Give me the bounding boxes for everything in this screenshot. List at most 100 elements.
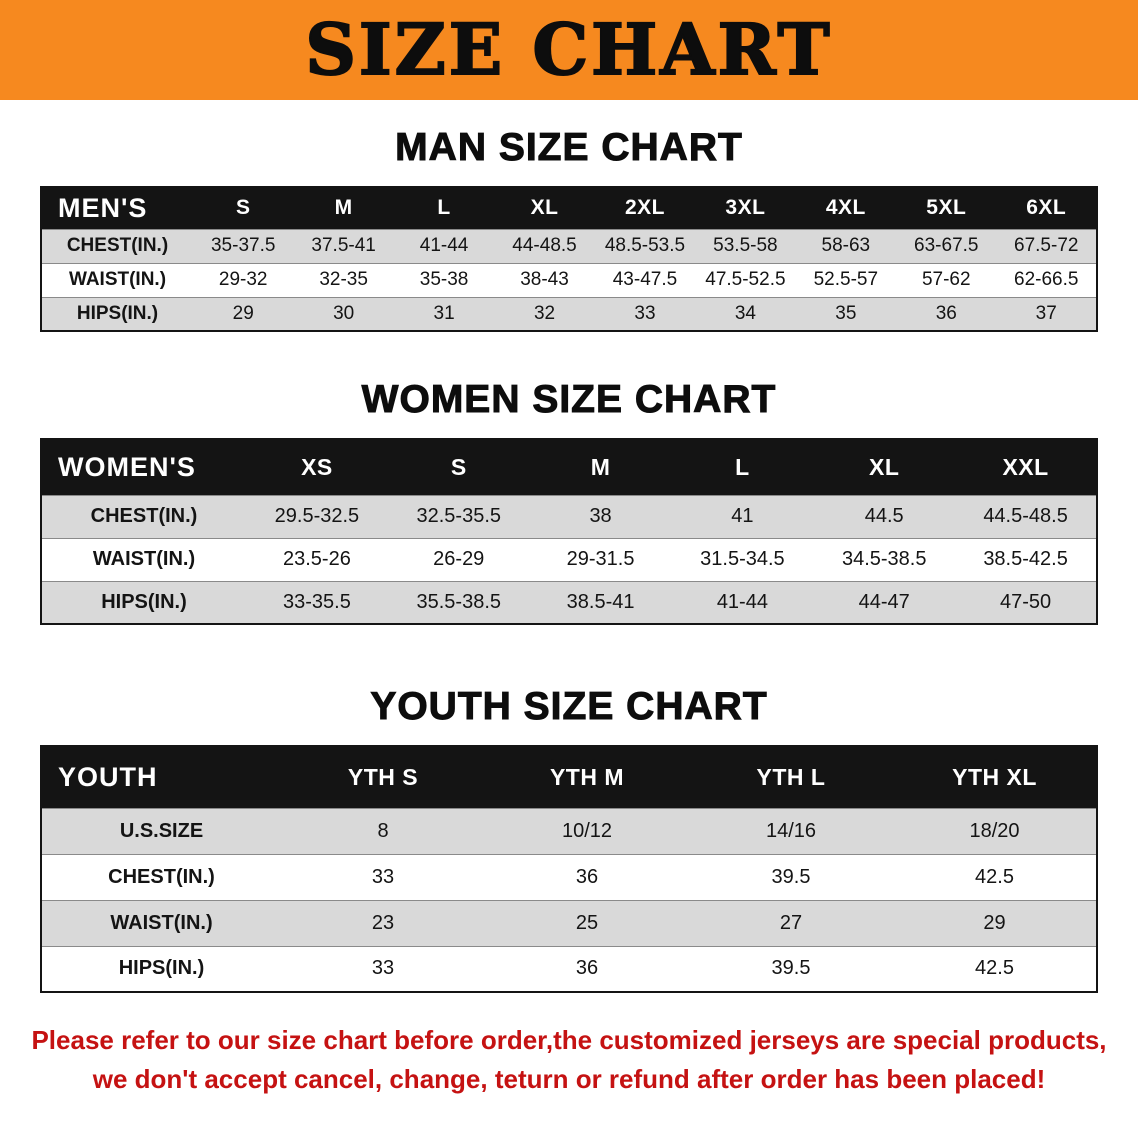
size-cell: 33-35.5 [246,580,388,624]
size-cell: 35.5-38.5 [387,580,530,624]
size-cell: 42.5 [893,853,1097,900]
disclaimer-note: Please refer to our size chart before or… [0,1021,1138,1113]
column-header-cell: XXL [955,439,1097,495]
column-header-cell: XL [494,187,595,229]
size-cell: 32-35 [293,262,394,297]
column-header-cell: M [293,187,394,229]
table-row: HIPS(IN.) 33 36 39.5 42.5 [41,945,1097,992]
heading-women-size-chart: WOMEN SIZE CHART [361,378,777,422]
size-cell: 34 [695,296,796,331]
column-header-cell: 5XL [896,187,997,229]
row-label-cell: CHEST(IN.) [41,853,281,900]
heading-youth-size-chart: YOUTH SIZE CHART [370,685,768,729]
size-cell: 39.5 [689,853,893,900]
row-label-cell: CHEST(IN.) [41,228,193,263]
size-cell: 42.5 [893,945,1097,992]
size-cell: 29 [193,296,294,331]
table-row: CHEST(IN.) 35-37.5 37.5-41 41-44 44-48.5… [41,228,1097,263]
row-label-cell: HIPS(IN.) [41,945,281,992]
banner: SIZE CHART [0,0,1138,100]
size-cell: 38.5-42.5 [955,537,1097,581]
row-label-cell: HIPS(IN.) [41,580,246,624]
size-cell: 10/12 [485,807,689,854]
column-header-cell: 3XL [695,187,796,229]
banner-title: SIZE CHART [304,8,833,91]
size-cell: 36 [485,945,689,992]
size-cell: 53.5-58 [695,228,796,263]
size-cell: 23.5-26 [246,537,388,581]
column-header-cell: 6XL [996,187,1097,229]
size-cell: 30 [293,296,394,331]
row-label-cell: WAIST(IN.) [41,899,281,946]
size-cell: 37 [996,296,1097,331]
size-cell: 33 [281,853,485,900]
size-cell: 52.5-57 [795,262,897,297]
size-cell: 41 [671,494,814,538]
size-cell: 39.5 [689,945,893,992]
table-row: CHEST(IN.) 29.5-32.5 32.5-35.5 38 41 44.… [41,494,1097,538]
column-header-cell: XL [813,439,956,495]
size-cell: 44.5 [813,494,956,538]
men-size-table: MEN'S S M L XL 2XL 3XL 4XL 5XL 6XL CHEST… [40,186,1098,332]
size-cell: 57-62 [896,262,997,297]
size-cell: 36 [896,296,997,331]
size-cell: 32.5-35.5 [387,494,530,538]
column-header-cell: L [393,187,495,229]
column-header-cell: YTH S [281,746,485,808]
table-row: CHEST(IN.) 33 36 39.5 42.5 [41,853,1097,900]
size-cell: 29 [893,899,1097,946]
row-label-cell: WAIST(IN.) [41,537,246,581]
table-row: WAIST(IN.) 23.5-26 26-29 29-31.5 31.5-34… [41,537,1097,581]
size-cell: 38-43 [494,262,595,297]
row-label-cell: HIPS(IN.) [41,296,193,331]
table-row: U.S.SIZE 8 10/12 14/16 18/20 [41,807,1097,854]
size-cell: 63-67.5 [896,228,997,263]
size-cell: 25 [485,899,689,946]
table-corner-label: WOMEN'S [41,439,246,495]
size-cell: 35 [795,296,897,331]
size-cell: 62-66.5 [996,262,1097,297]
size-cell: 33 [281,945,485,992]
size-cell: 44.5-48.5 [955,494,1097,538]
column-header-cell: L [671,439,814,495]
row-label-cell: WAIST(IN.) [41,262,193,297]
size-cell: 29-32 [193,262,294,297]
size-cell: 31 [393,296,495,331]
size-cell: 35-37.5 [193,228,294,263]
size-cell: 31.5-34.5 [671,537,814,581]
size-cell: 44-48.5 [494,228,595,263]
size-cell: 67.5-72 [996,228,1097,263]
size-cell: 38 [529,494,672,538]
column-header-cell: 4XL [795,187,897,229]
size-cell: 47-50 [955,580,1097,624]
size-cell: 47.5-52.5 [695,262,796,297]
column-header-cell: YTH L [689,746,893,808]
size-cell: 37.5-41 [293,228,394,263]
table-row: WAIST(IN.) 29-32 32-35 35-38 38-43 43-47… [41,262,1097,297]
size-cell: 29.5-32.5 [246,494,388,538]
size-cell: 14/16 [689,807,893,854]
size-cell: 27 [689,899,893,946]
table-row: HIPS(IN.) 33-35.5 35.5-38.5 38.5-41 41-4… [41,580,1097,624]
size-cell: 58-63 [795,228,897,263]
row-label-cell: U.S.SIZE [41,807,281,854]
size-cell: 18/20 [893,807,1097,854]
table-row: WAIST(IN.) 23 25 27 29 [41,899,1097,946]
disclaimer-line-1: Please refer to our size chart before or… [31,1025,1107,1055]
men-header-row: MEN'S S M L XL 2XL 3XL 4XL 5XL 6XL [41,187,1097,229]
women-header-row: WOMEN'S XS S M L XL XXL [41,439,1097,495]
size-cell: 44-47 [813,580,956,624]
row-label-cell: CHEST(IN.) [41,494,246,538]
size-cell: 41-44 [393,228,495,263]
size-cell: 8 [281,807,485,854]
column-header-cell: 2XL [594,187,696,229]
table-row: HIPS(IN.) 29 30 31 32 33 34 35 36 37 [41,296,1097,331]
size-cell: 36 [485,853,689,900]
column-header-cell: YTH XL [893,746,1097,808]
size-cell: 33 [594,296,696,331]
size-cell: 48.5-53.5 [594,228,696,263]
women-size-table: WOMEN'S XS S M L XL XXL CHEST(IN.) 29.5-… [40,438,1098,625]
size-cell: 43-47.5 [594,262,696,297]
table-corner-label: MEN'S [41,187,193,229]
column-header-cell: S [387,439,530,495]
